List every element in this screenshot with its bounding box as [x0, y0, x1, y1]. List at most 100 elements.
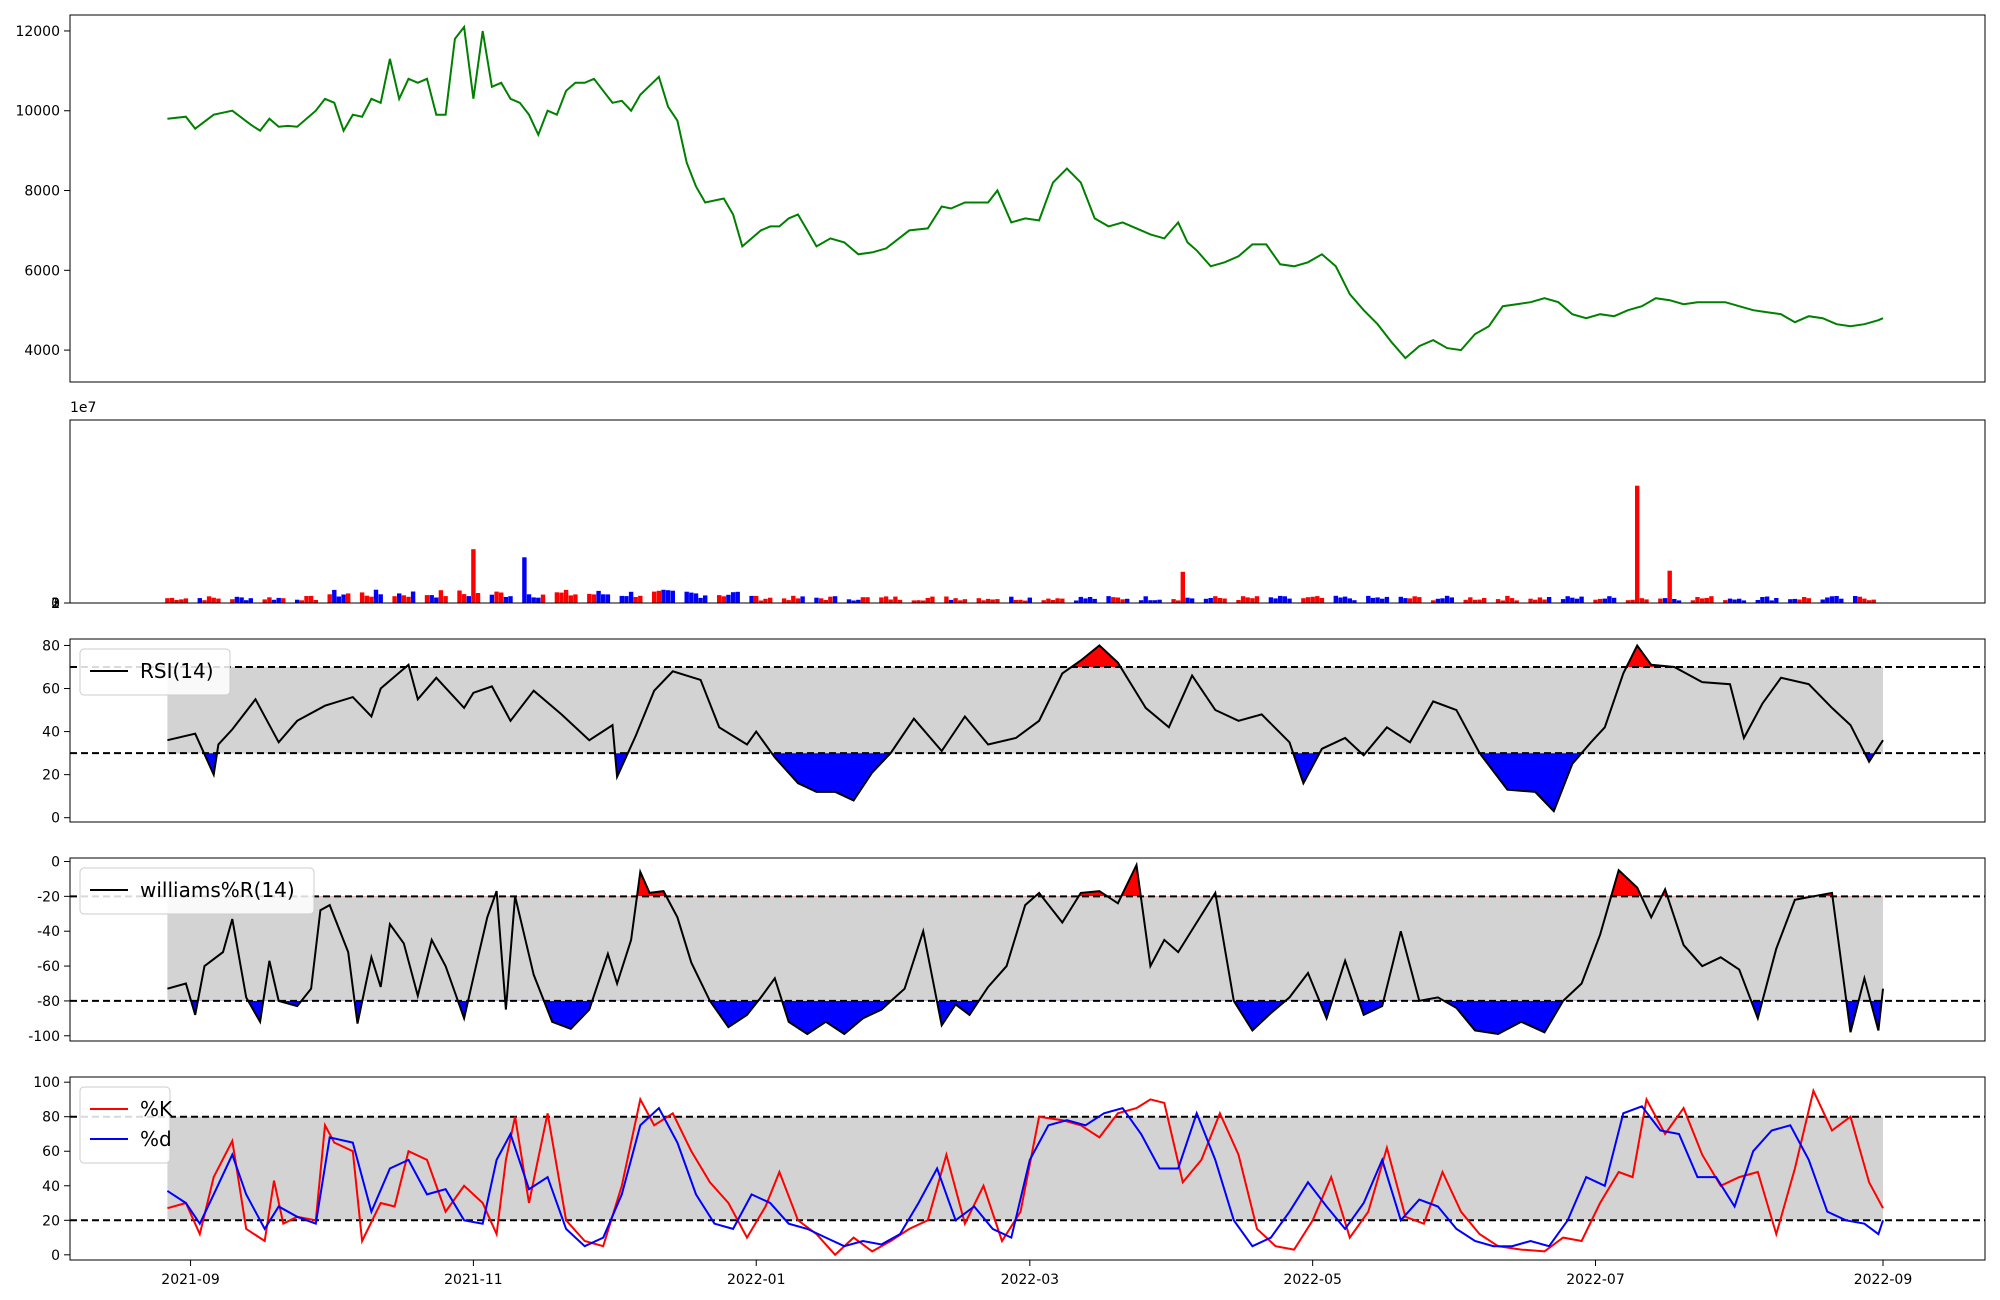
volume-bar [1245, 597, 1250, 603]
volume-bar [717, 595, 722, 603]
volume-bar [619, 595, 624, 603]
legend-box [79, 867, 315, 915]
volume-bar [327, 594, 332, 603]
volume-bar [1060, 598, 1065, 603]
axes-frame [69, 419, 1986, 604]
volume-bar [1635, 485, 1640, 603]
volume-bar [1087, 597, 1093, 603]
legend-label: %K [140, 1097, 173, 1121]
volume-bar [1625, 600, 1631, 603]
volume-bar [1301, 598, 1306, 603]
axes-frame [69, 14, 1986, 383]
volume-bar [698, 597, 703, 603]
volume-bar [1760, 597, 1765, 603]
volume-bar [1009, 596, 1014, 603]
volume-bar [976, 598, 981, 603]
volume-bar [1774, 598, 1779, 603]
volume-bar [1764, 596, 1770, 603]
volume-bar [730, 592, 736, 603]
volume-bar [1857, 596, 1862, 603]
volume-bar [522, 557, 527, 604]
x-tick-label: 2022-07 [1566, 1272, 1625, 1288]
volume-bar [828, 596, 833, 603]
volume-bar [1533, 599, 1538, 603]
volume-bar [244, 600, 249, 603]
volume-bar [508, 596, 513, 603]
y-tick-label: 60 [42, 1144, 60, 1160]
volume-bar [1853, 596, 1858, 603]
volume-bar [703, 595, 708, 603]
volume-bar [819, 598, 824, 603]
volume-bar [921, 600, 926, 603]
volume-bar [661, 589, 666, 603]
volume-bar [1412, 596, 1417, 603]
y-tick-label: 20 [42, 768, 60, 784]
volume-bar [726, 594, 731, 603]
volume-bar [475, 593, 481, 603]
volume-bar [925, 598, 930, 603]
y-tick-label: 40 [42, 725, 60, 741]
volume-bar [1495, 599, 1501, 603]
volume-bar [1630, 599, 1635, 603]
volume-bar [341, 594, 346, 603]
volume-bar [466, 596, 471, 603]
volume-bar [174, 600, 179, 603]
volume-bar [1839, 598, 1844, 603]
y-tick-label: 8000 [24, 184, 60, 200]
volume-bar [276, 597, 281, 603]
volume-bar [888, 599, 893, 603]
volume-bar [169, 597, 175, 603]
volume-bar [856, 599, 861, 603]
volume-bar [1820, 599, 1825, 603]
volume-bar [262, 599, 267, 603]
volume-bar [1347, 598, 1352, 603]
volume-bar [1250, 598, 1255, 603]
volume-bar [962, 599, 968, 603]
y-tick-label: -80 [37, 994, 60, 1010]
volume-bar [401, 595, 406, 603]
volume-bar [1463, 599, 1468, 603]
volume-bar [1695, 597, 1700, 603]
percent-k-line [167, 1087, 1884, 1257]
volume-bar [1667, 570, 1672, 603]
volume-bar [1268, 597, 1274, 603]
volume-bar [1431, 600, 1436, 603]
x-tick-label: 2021-09 [161, 1272, 220, 1288]
volume-bar [406, 596, 411, 603]
volume-bar [1319, 597, 1325, 603]
volume-bar [1120, 599, 1125, 603]
volume-bar [526, 594, 532, 603]
volume-bar [1106, 596, 1111, 603]
volume-bar [1546, 597, 1552, 603]
y-tick-label: -40 [37, 924, 60, 940]
volume-bar [1597, 598, 1603, 603]
volume-bar [1639, 598, 1645, 603]
volume-bar [1152, 600, 1158, 603]
volume-bar [1570, 597, 1575, 603]
y-tick-label: 12000 [15, 24, 60, 40]
volume-bar [336, 596, 342, 603]
volume-bar [1500, 600, 1505, 603]
volume-bar [1802, 597, 1807, 603]
volume-bar [749, 595, 754, 603]
volume-bar [1537, 597, 1543, 603]
volume-bar [953, 598, 958, 603]
volume-bar [1565, 596, 1570, 603]
indicator-line [167, 861, 1884, 1036]
y-tick-label: 80 [42, 1110, 60, 1126]
volume-bar [1213, 596, 1218, 603]
volume-bar [1203, 598, 1209, 603]
volume-bar [1472, 599, 1478, 603]
x-tick-label: 2021-11 [444, 1272, 503, 1288]
volume-bar [795, 598, 801, 603]
volume-bar [911, 600, 917, 603]
volume-bar [1023, 600, 1028, 603]
volume-bar [1435, 598, 1441, 603]
y-tick-label: 1 [51, 596, 60, 612]
volume-bar [1871, 599, 1876, 603]
volume-bar [948, 599, 954, 603]
neutral-band [167, 896, 1883, 1001]
volume-bar [1574, 598, 1580, 603]
volume-bar [1273, 598, 1278, 603]
